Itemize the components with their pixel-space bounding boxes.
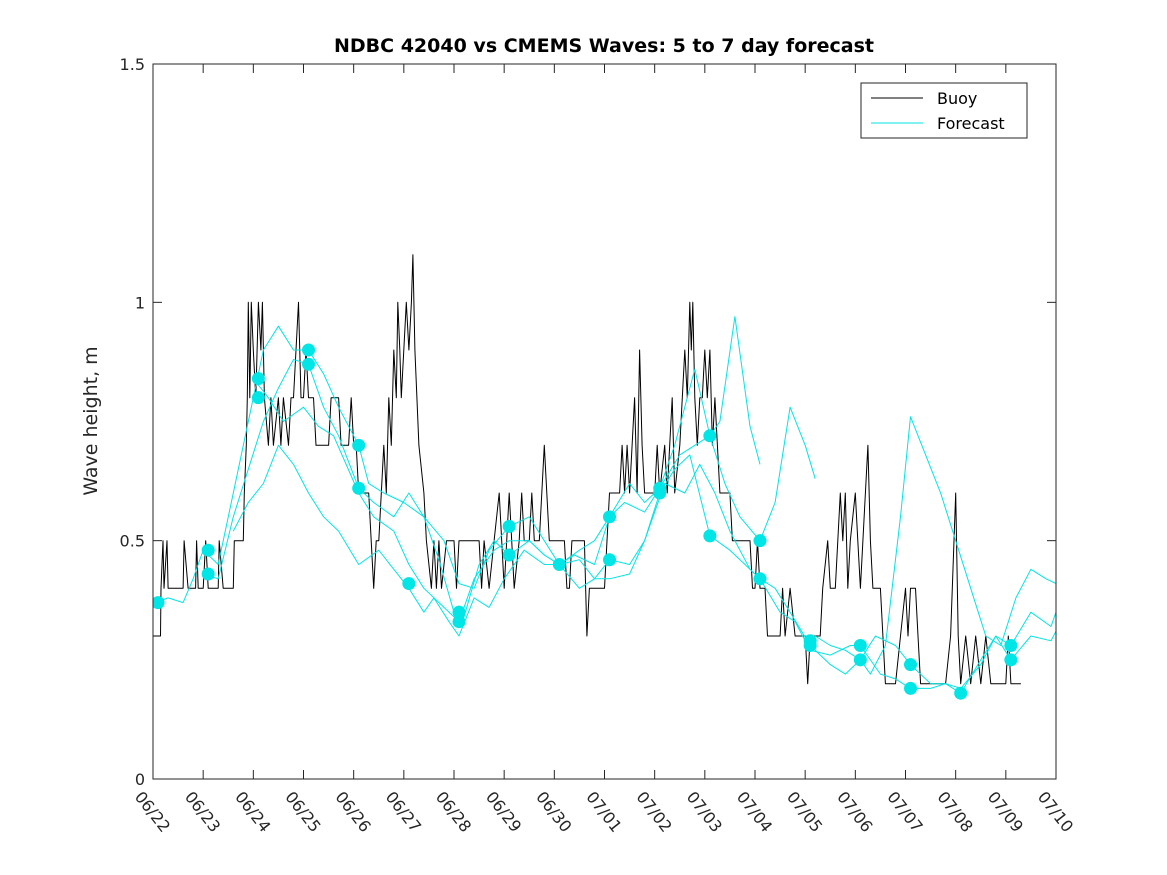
forecast-marker: [352, 481, 366, 495]
x-tick-label: 06/25: [281, 788, 324, 836]
legend: Buoy Forecast: [860, 82, 1028, 139]
x-tick-label: 07/10: [1034, 788, 1077, 836]
x-tick-label: 07/05: [783, 788, 826, 836]
legend-box: [860, 82, 1028, 139]
forecast-marker: [452, 615, 466, 629]
forecast-series-line-3: [232, 444, 1056, 689]
forecast-marker: [904, 658, 918, 672]
forecast-marker: [153, 596, 165, 610]
x-tick-label: 07/02: [633, 788, 676, 836]
forecast-marker: [302, 357, 316, 371]
forecast-series-line-4: [252, 378, 816, 623]
x-tick-label: 06/23: [181, 788, 224, 836]
forecast-marker: [653, 486, 667, 500]
x-tick-label: 07/07: [883, 788, 926, 836]
forecast-marker: [502, 519, 516, 533]
forecast-marker: [352, 438, 366, 452]
forecast-series-line-1: [155, 316, 761, 604]
x-tick-label: 06/27: [382, 788, 425, 836]
forecast-marker: [201, 567, 215, 581]
forecast-marker: [853, 653, 867, 667]
x-tick-label: 06/30: [532, 788, 575, 836]
legend-label: Forecast: [937, 114, 1005, 133]
y-tick-label: 0: [135, 770, 145, 789]
x-tick-label: 07/01: [582, 788, 625, 836]
forecast-marker: [502, 548, 516, 562]
x-tick-label: 06/26: [332, 788, 375, 836]
forecast-marker: [603, 553, 617, 567]
forecast-marker: [753, 572, 767, 586]
forecast-marker: [954, 686, 968, 700]
forecast-marker: [251, 372, 265, 386]
legend-label: Buoy: [937, 89, 977, 108]
forecast-marker: [1004, 653, 1018, 667]
chart-title: NDBC 42040 vs CMEMS Waves: 5 to 7 day fo…: [334, 35, 874, 57]
y-tick-label: 1: [135, 293, 145, 312]
y-axis-label: Wave height, m: [80, 346, 102, 495]
x-tick-label: 06/28: [432, 788, 475, 836]
forecast-marker: [302, 343, 316, 357]
x-tick-label: 07/03: [683, 788, 726, 836]
y-tick-label: 0.5: [120, 532, 145, 551]
x-tick-label: 07/04: [733, 788, 776, 836]
x-tick-label: 07/08: [934, 788, 977, 836]
y-tick-label: 1.5: [120, 55, 145, 74]
plot-area: [153, 64, 1056, 779]
buoy-series-line: [153, 254, 1021, 685]
x-tick-label: 06/29: [482, 788, 525, 836]
forecast-marker: [402, 577, 416, 591]
forecast-marker: [251, 391, 265, 405]
forecast-marker: [703, 529, 717, 543]
forecast-marker: [201, 543, 215, 557]
forecast-marker: [803, 639, 817, 653]
x-tick-label: 07/06: [833, 788, 876, 836]
x-tick-label: 06/24: [231, 788, 274, 836]
forecast-marker: [703, 429, 717, 443]
forecast-marker: [603, 510, 617, 524]
forecast-marker: [853, 639, 867, 653]
forecast-marker: [552, 558, 566, 571]
forecast-marker: [452, 605, 466, 619]
x-tick-label: 07/09: [984, 788, 1027, 836]
forecast-marker: [1004, 639, 1018, 653]
x-tick-label: 06/22: [131, 788, 174, 836]
forecast-marker: [753, 534, 767, 548]
forecast-marker: [904, 681, 918, 695]
